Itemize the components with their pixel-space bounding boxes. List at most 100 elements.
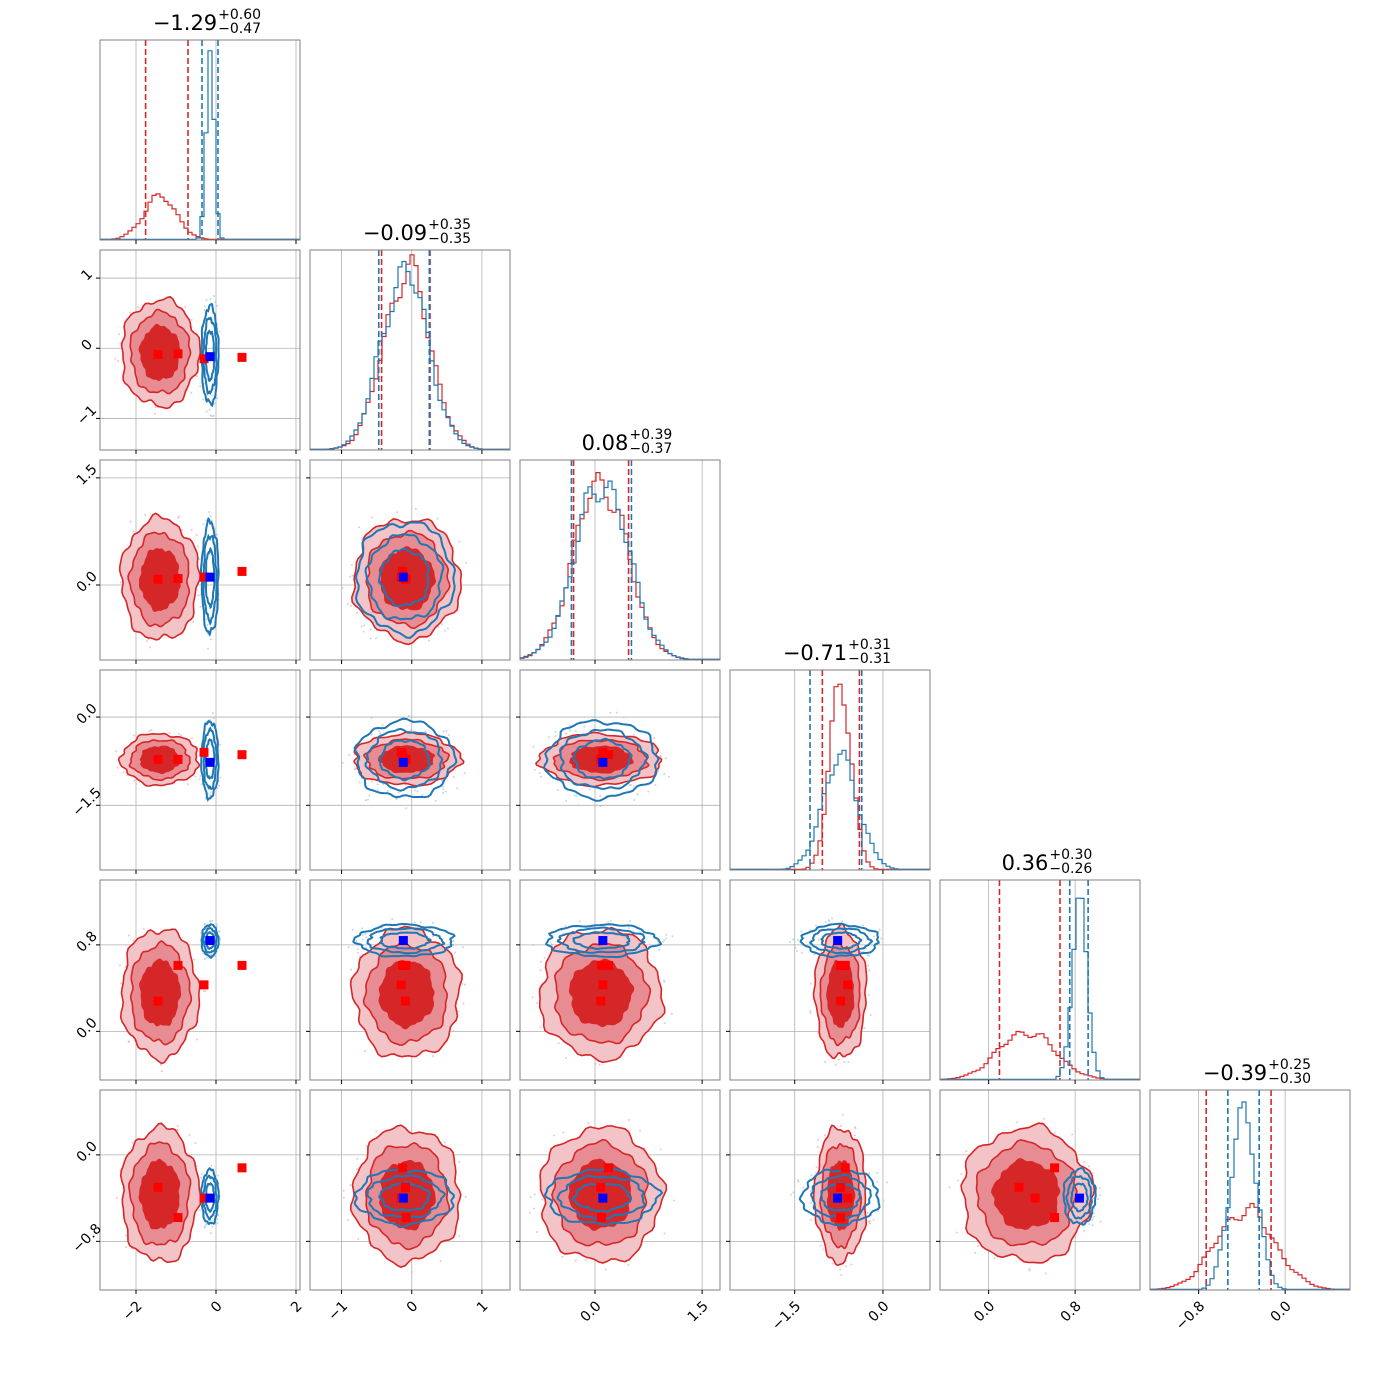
contour-b-outer: [544, 923, 663, 959]
scatter-point-a: [1083, 1161, 1086, 1164]
scatter-point-a: [122, 771, 125, 774]
title-error-plus: +0.39: [629, 427, 672, 443]
scatter-point-a: [197, 594, 200, 597]
scatter-point-b: [1091, 1224, 1094, 1227]
marker-a: [173, 1213, 183, 1223]
scatter-point-b: [657, 942, 660, 945]
contour-a-inner: [139, 958, 182, 1027]
joint-panel-5-4: [936, 1089, 1141, 1294]
scatter-point-b: [217, 930, 220, 933]
marker-a: [396, 980, 406, 990]
scatter-point-b: [448, 733, 451, 736]
marker-b: [833, 1193, 843, 1203]
contour-b-middle: [810, 1173, 872, 1220]
scatter-point-a: [837, 1058, 840, 1061]
scatter-point-a: [439, 1260, 442, 1263]
x-tick-label: 0.0: [578, 1298, 605, 1325]
scatter-point-b: [627, 927, 630, 930]
scatter-point-a: [462, 1002, 465, 1005]
scatter-point-a: [853, 1134, 856, 1137]
scatter-point-b: [356, 948, 359, 951]
title-error-plus: +0.25: [1268, 1057, 1311, 1073]
scatter-point-b: [792, 938, 795, 941]
x-tick-label: 0.0: [971, 1298, 998, 1325]
scatter-point-a: [539, 960, 542, 963]
scatter-point-a: [823, 1134, 826, 1137]
panel-frame: [309, 669, 511, 871]
scatter-point-b: [437, 625, 440, 628]
x-tick-label: 0: [404, 1298, 422, 1316]
contour-b-outer: [542, 719, 660, 802]
scatter-point-b: [216, 533, 219, 536]
scatter-point-b: [575, 794, 578, 797]
title-error-plus: +0.31: [848, 637, 891, 653]
scatter-point-b: [364, 799, 367, 802]
scatter-point-a: [809, 1201, 812, 1204]
scatter-point-a: [177, 732, 180, 735]
title-error-minus: −0.47: [218, 21, 261, 37]
marker-a: [400, 996, 410, 1006]
scatter-point-a: [133, 734, 136, 737]
scatter-point-a: [357, 1237, 360, 1240]
scatter-point-a: [119, 581, 122, 584]
marker-a: [836, 960, 846, 970]
scatter-point-b: [200, 1176, 203, 1179]
scatter-point-b: [395, 798, 398, 801]
scatter-point-a: [531, 996, 534, 999]
panel-frame: [99, 459, 301, 661]
contour-b-inner: [377, 1181, 432, 1212]
scatter-point-b: [1093, 1212, 1096, 1215]
scatter-point-b: [1092, 1215, 1095, 1218]
scatter-point-a: [834, 1063, 837, 1066]
panel-frame: [309, 1089, 511, 1291]
scatter-point-b: [211, 394, 214, 397]
scatter-point-b: [209, 791, 212, 794]
x-tick-label: −1.5: [769, 1298, 804, 1333]
marginal-panel-3: [729, 669, 931, 874]
scatter-point-a: [831, 917, 834, 920]
scatter-point-b: [796, 1179, 799, 1182]
scatter-point-b: [802, 1186, 805, 1189]
marker-a: [836, 1213, 846, 1223]
scatter-point-a: [194, 775, 197, 778]
contour-b-outer: [353, 717, 458, 799]
scatter-point-b: [212, 717, 215, 720]
scatter-point-a: [356, 611, 359, 614]
scatter-point-a: [1071, 1133, 1074, 1136]
scatter-point-a: [148, 730, 151, 733]
scatter-point-a: [554, 734, 557, 737]
scatter-point-b: [792, 1191, 795, 1194]
scatter-point-b: [218, 784, 221, 787]
scatter-point-a: [133, 779, 136, 782]
scatter-point-b: [214, 301, 217, 304]
scatter-point-b: [665, 937, 668, 940]
scatter-point-b: [628, 784, 631, 787]
scatter-point-b: [202, 523, 205, 526]
scatter-point-a: [360, 625, 363, 628]
scatter-point-b: [342, 1196, 345, 1199]
scatter-point-b: [209, 1232, 212, 1235]
contour-b-outer: [200, 923, 220, 960]
scatter-point-a: [845, 1265, 848, 1268]
scatter-point-a: [815, 1166, 818, 1169]
y-tick-label: 0.0: [74, 1139, 101, 1166]
scatter-point-b: [568, 724, 571, 727]
contour-b-inner: [378, 739, 431, 782]
scatter-point-b: [578, 920, 581, 923]
scatter-point-b: [203, 305, 206, 308]
x-tick-label: 0.0: [865, 1298, 892, 1325]
scatter-point-b: [554, 730, 557, 733]
scatter-point-b: [800, 930, 803, 933]
contour-b-middle: [556, 1174, 646, 1220]
scatter-point-b: [428, 639, 431, 642]
scatter-point-a: [458, 1160, 461, 1163]
title-error-minus: −0.37: [629, 441, 672, 457]
y-tick-label: 0.0: [74, 701, 101, 728]
scatter-point-b: [452, 939, 455, 942]
scatter-point-a: [859, 950, 862, 953]
marker-a: [199, 980, 209, 990]
scatter-point-b: [216, 1222, 219, 1225]
scatter-point-a: [659, 1148, 662, 1151]
scatter-point-a: [868, 993, 871, 996]
scatter-point-a: [809, 1012, 812, 1015]
